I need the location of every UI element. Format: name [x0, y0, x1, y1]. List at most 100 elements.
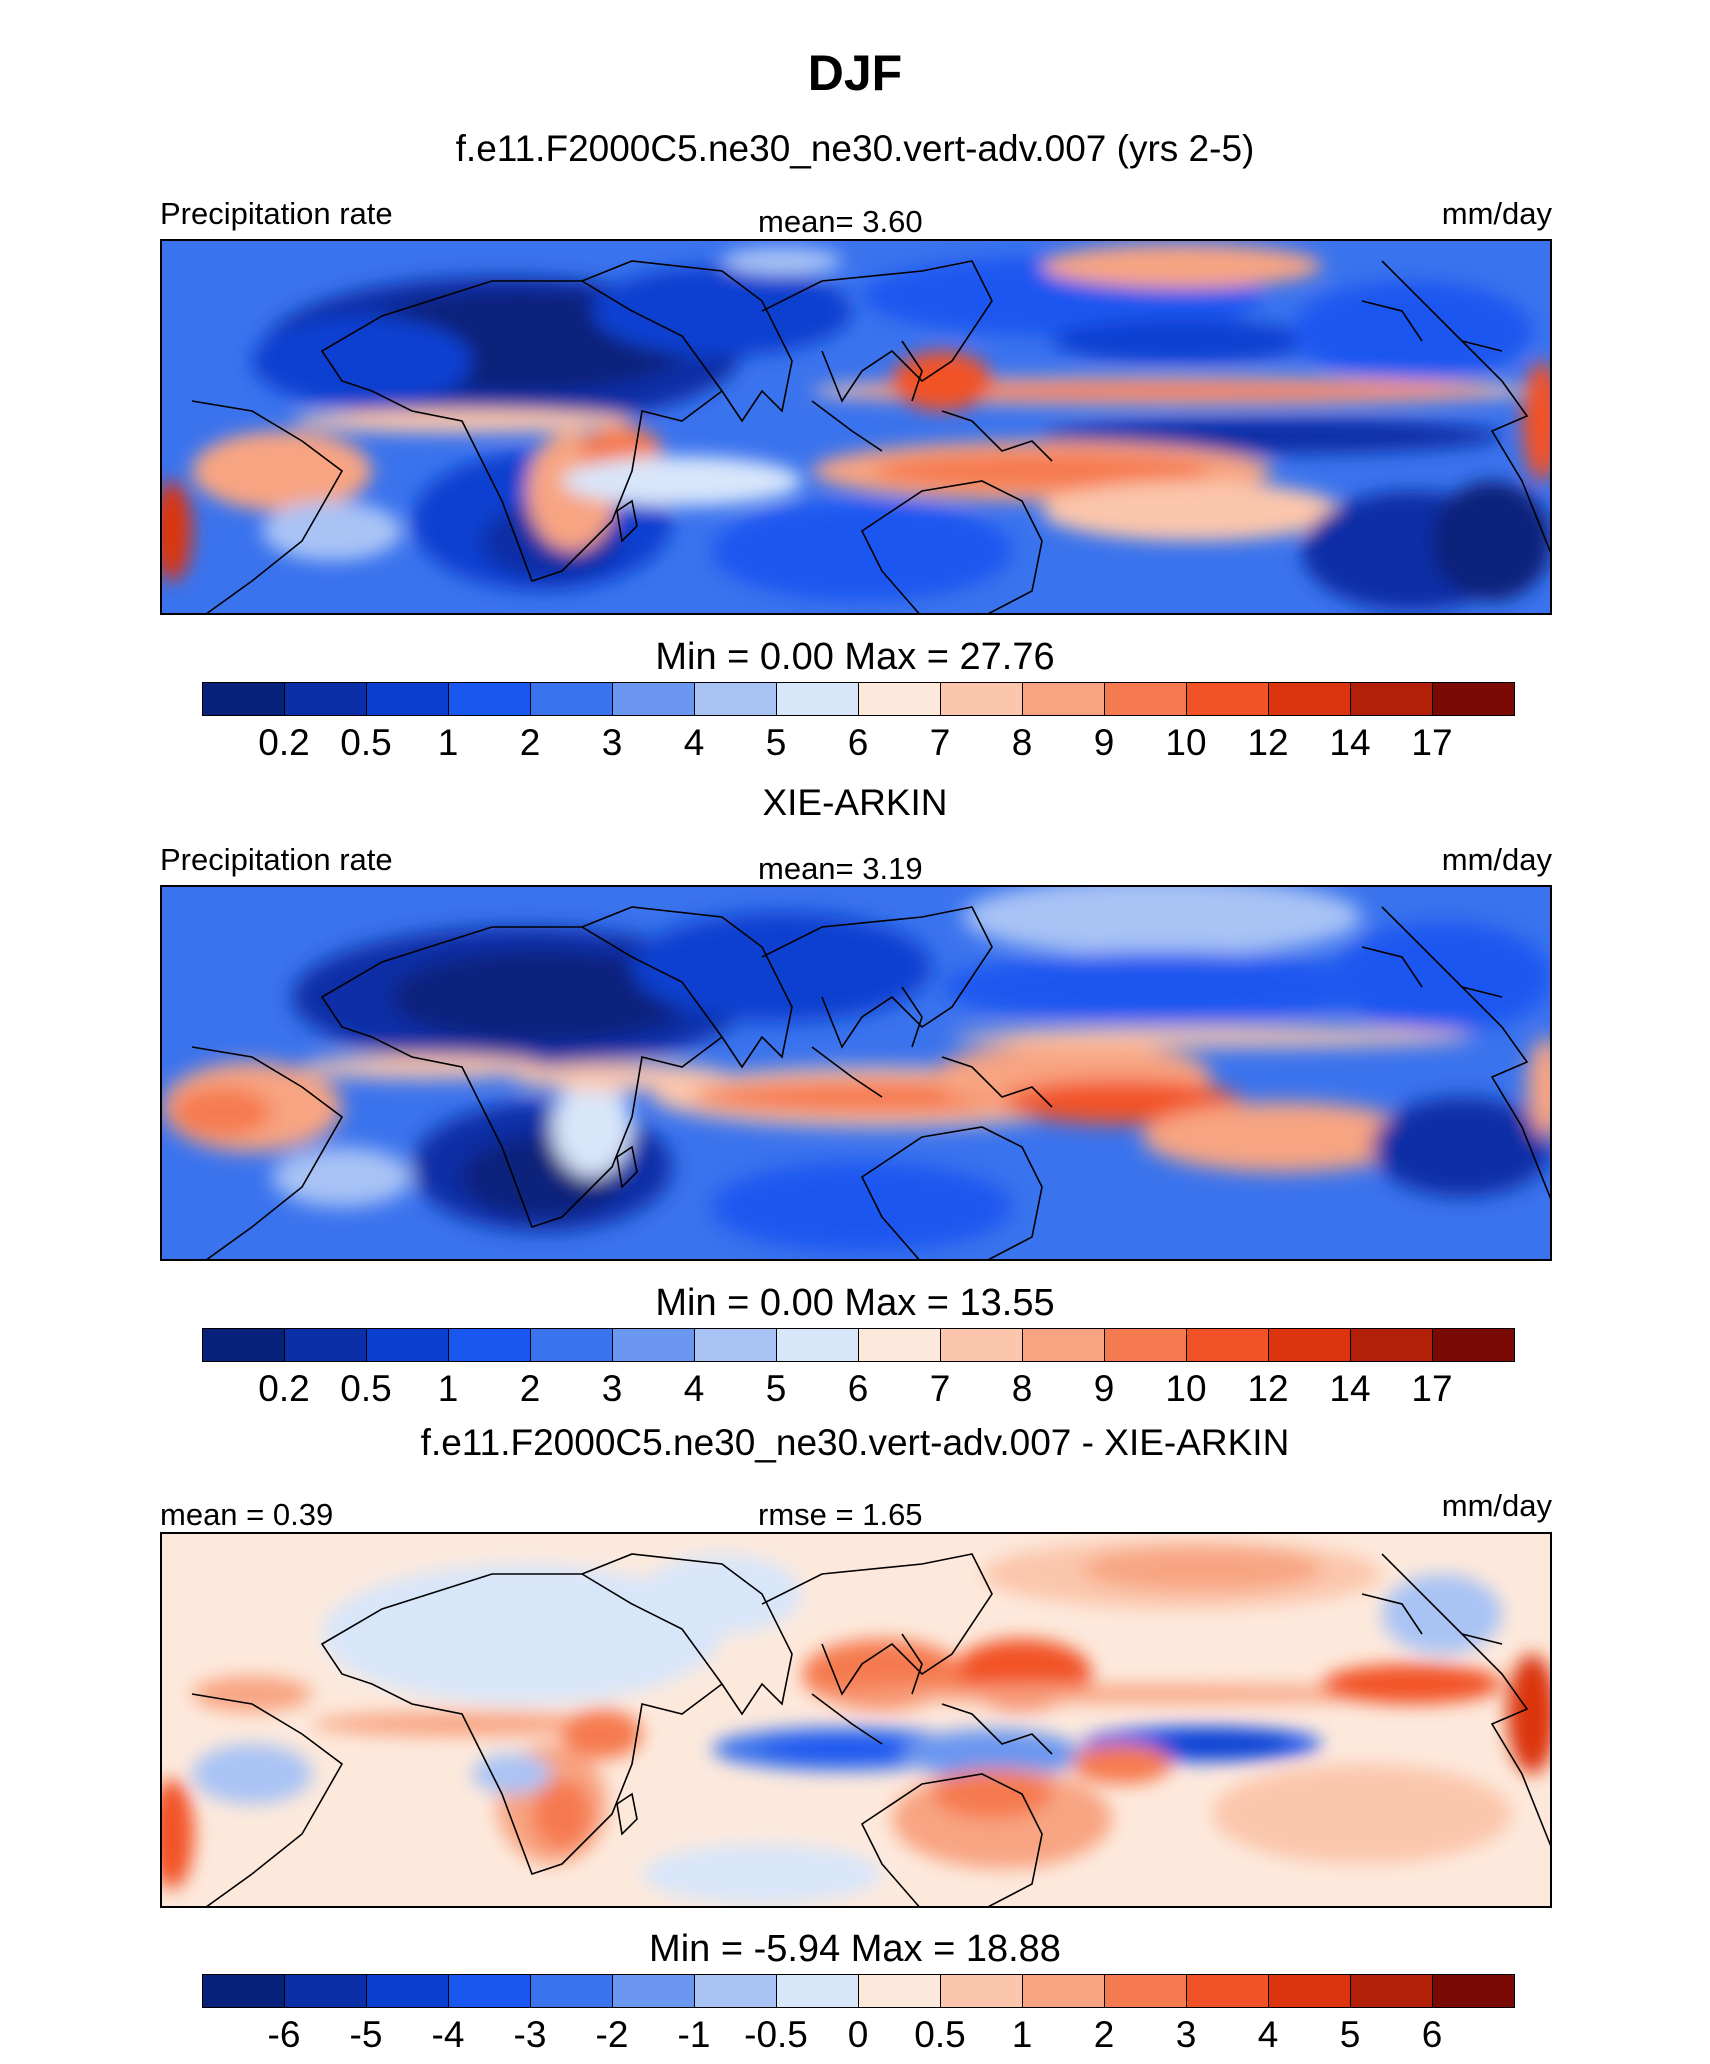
colorbar-tick-label: 4 — [1257, 2014, 1279, 2055]
colorbar-tick-label: 0.5 — [914, 2014, 966, 2055]
colorbar-box — [1268, 682, 1351, 716]
colorbar-box — [1432, 1974, 1515, 2008]
colorbar-tick-label: 9 — [1093, 1368, 1115, 1409]
colorbar-tick-label: 3 — [1175, 2014, 1197, 2055]
colorbar-tick-label: 0.2 — [258, 1368, 310, 1409]
colorbar-box — [940, 1328, 1023, 1362]
colorbar-box — [1350, 1328, 1433, 1362]
panel-2-mean: mean= 3.19 — [758, 851, 923, 886]
colorbar-box — [284, 682, 367, 716]
colorbar-box — [1022, 682, 1105, 716]
colorbar-tick-label: -0.5 — [744, 2014, 808, 2055]
colorbar-box — [1104, 682, 1187, 716]
colorbar-tick-label: 14 — [1329, 1368, 1371, 1409]
panel-3-subtitle: f.e11.F2000C5.ne30_ne30.vert-adv.007 - X… — [420, 1422, 1290, 1463]
panel-1-units: mm/day — [1441, 196, 1552, 231]
colorbar-box — [612, 1328, 695, 1362]
panel-2-map — [160, 885, 1552, 1261]
colorbar-tick-label: 12 — [1247, 722, 1289, 763]
colorbar-box — [448, 682, 531, 716]
panel-2-minmax: Min = 0.00 Max = 13.55 — [655, 1282, 1055, 1324]
colorbar-tick-label: -2 — [595, 2014, 629, 2055]
colorbar-tick-label: 4 — [683, 722, 705, 763]
colorbar-tick-label: 0.2 — [258, 722, 310, 763]
colorbar-tick-label: 6 — [847, 722, 869, 763]
colorbar-box — [1432, 682, 1515, 716]
colorbar-box — [940, 1974, 1023, 2008]
colorbar-tick-label: 2 — [1093, 2014, 1115, 2055]
colorbar-box — [694, 1974, 777, 2008]
colorbar-box — [694, 682, 777, 716]
colorbar-box — [1350, 682, 1433, 716]
panel-3-map — [160, 1532, 1552, 1908]
colorbar-box — [776, 682, 859, 716]
colorbar-tick-label: 1 — [437, 722, 459, 763]
colorbar-tick-label: 5 — [1339, 2014, 1361, 2055]
colorbar-box — [1432, 1328, 1515, 1362]
colorbar-box — [858, 682, 941, 716]
colorbar-tick-label: 5 — [765, 1368, 787, 1409]
colorbar-box — [1022, 1328, 1105, 1362]
colorbar-tick-label: 1 — [1011, 2014, 1033, 2055]
panel-2-subtitle: XIE-ARKIN — [762, 782, 948, 823]
colorbar-tick-label: 7 — [929, 722, 951, 763]
colorbar-box — [366, 682, 449, 716]
colorbar-box — [530, 1974, 613, 2008]
colorbar-box — [366, 1328, 449, 1362]
panel-3-minmax: Min = -5.94 Max = 18.88 — [649, 1928, 1061, 1970]
panel-3-mean: mean = 0.39 — [160, 1497, 334, 1532]
colorbar-box — [612, 1974, 695, 2008]
colorbar-box — [1186, 1974, 1269, 2008]
colorbar-box — [776, 1974, 859, 2008]
panel-1-left-label: Precipitation rate — [160, 196, 393, 231]
colorbar-tick-label: 17 — [1411, 722, 1453, 763]
figure-title: DJF — [807, 45, 903, 101]
colorbar-box — [202, 682, 285, 716]
colorbar-tick-label: 0.5 — [340, 1368, 392, 1409]
colorbar-box — [776, 1328, 859, 1362]
colorbar-tick-label: 2 — [519, 1368, 541, 1409]
panel-2-units: mm/day — [1441, 842, 1552, 877]
panel-2-left-label: Precipitation rate — [160, 842, 393, 877]
colorbar-box — [940, 682, 1023, 716]
colorbar-tick-label: 2 — [519, 722, 541, 763]
colorbar-tick-label: -1 — [677, 2014, 711, 2055]
colorbar-tick-label: 6 — [847, 1368, 869, 1409]
colorbar-box — [448, 1974, 531, 2008]
colorbar-box — [530, 1328, 613, 1362]
colorbar-box — [202, 1328, 285, 1362]
colorbar-tick-label: 7 — [929, 1368, 951, 1409]
colorbar-tick-label: -4 — [431, 2014, 465, 2055]
colorbar-box — [612, 682, 695, 716]
colorbar-box — [858, 1974, 941, 2008]
colorbar-tick-label: 4 — [683, 1368, 705, 1409]
panel-2-colorbar: 0.2 0.5 1 2 3 4 5 6 7 8 9 10 12 14 17 — [202, 1328, 1515, 1409]
panel-1-mean: mean= 3.60 — [758, 204, 923, 239]
colorbar-tick-label: 0 — [847, 2014, 869, 2055]
colorbar-box — [284, 1328, 367, 1362]
colorbar-box — [1350, 1974, 1433, 2008]
colorbar-tick-label: 5 — [765, 722, 787, 763]
colorbar-tick-label: 9 — [1093, 722, 1115, 763]
panel-1-colorbar: 0.2 0.5 1 2 3 4 5 6 7 8 9 10 12 14 17 — [202, 682, 1515, 763]
panel-1-map — [160, 239, 1552, 615]
colorbar-tick-label: 8 — [1011, 1368, 1033, 1409]
panel-3-colorbar: -6 -5 -4 -3 -2 -1 -0.5 0 0.5 1 2 3 4 5 6 — [202, 1974, 1515, 2055]
colorbar-box — [1104, 1328, 1187, 1362]
colorbar-box — [694, 1328, 777, 1362]
colorbar-box — [202, 1974, 285, 2008]
colorbar-tick-label: -6 — [267, 2014, 301, 2055]
colorbar-tick-label: 14 — [1329, 722, 1371, 763]
colorbar-box — [1186, 682, 1269, 716]
colorbar-box — [448, 1328, 531, 1362]
panel-3-units: mm/day — [1441, 1488, 1552, 1523]
panel-1-subtitle: f.e11.F2000C5.ne30_ne30.vert-adv.007 (yr… — [455, 128, 1255, 169]
colorbar-box — [1022, 1974, 1105, 2008]
colorbar-tick-label: 1 — [437, 1368, 459, 1409]
colorbar-tick-label: 17 — [1411, 1368, 1453, 1409]
colorbar-box — [1186, 1328, 1269, 1362]
colorbar-tick-label: 0.5 — [340, 722, 392, 763]
colorbar-tick-label: 10 — [1165, 722, 1207, 763]
colorbar-box — [1104, 1974, 1187, 2008]
colorbar-tick-label: 10 — [1165, 1368, 1207, 1409]
